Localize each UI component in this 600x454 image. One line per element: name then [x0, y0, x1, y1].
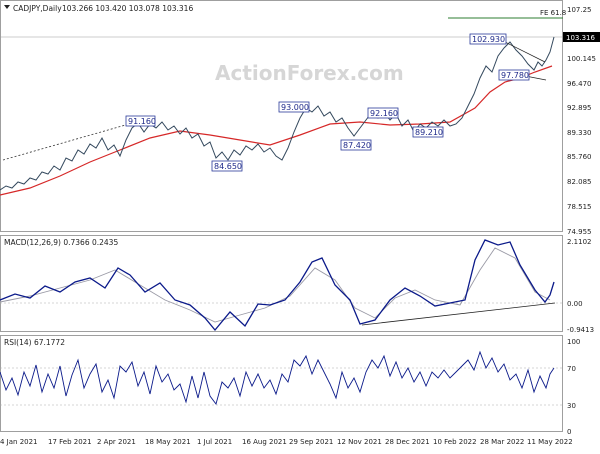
price-tick: 78.515	[567, 203, 592, 211]
x-tick: 28 Dec 2021	[385, 438, 430, 446]
rsi-tick: 70	[567, 365, 576, 373]
macd-title: MACD(12,26,9) 0.7366 0.2435	[4, 238, 118, 247]
x-tick: 17 Feb 2021	[48, 438, 92, 446]
x-axis: 4 Jan 2021 17 Feb 2021 2 Apr 2021 18 May…	[0, 438, 573, 446]
long-term-trendline	[2, 117, 151, 161]
x-tick: 29 Sep 2021	[289, 438, 333, 446]
ohlc-label: 103.266 103.420 103.078 103.316	[62, 4, 193, 13]
swing-high-label: 91.160	[128, 117, 156, 126]
label-box	[412, 126, 444, 138]
rsi-tick: 30	[567, 402, 576, 410]
price-tick: 92.895	[567, 104, 592, 112]
current-price-label: 103.316	[566, 34, 595, 42]
price-labels: 91.160 84.650 93.000 87.420 92.160 89.21…	[125, 33, 530, 172]
label-box	[125, 115, 156, 127]
x-tick: 12 Nov 2021	[337, 438, 382, 446]
price-tick: 85.760	[567, 153, 592, 161]
symbol-label: CADJPY,Daily	[13, 4, 62, 13]
price-tick: 107.25	[567, 6, 592, 14]
price-tick: 74.955	[567, 228, 592, 236]
swing-high-label: 92.160	[370, 109, 398, 118]
x-tick: 18 May 2021	[145, 438, 191, 446]
swing-low-label: 87.420	[343, 141, 371, 150]
swing-high-label: 93.000	[281, 103, 309, 112]
macd-tick: -0.9413	[567, 326, 594, 334]
label-box	[278, 101, 310, 113]
wedge-upper-line	[504, 41, 546, 63]
price-tick: 89.330	[567, 129, 592, 137]
label-box	[367, 107, 399, 119]
price-tick: 96.470	[567, 80, 592, 88]
price-tick: 82.085	[567, 178, 592, 186]
label-box	[469, 33, 507, 45]
price-series	[0, 36, 555, 191]
dropdown-triangle-icon[interactable]	[4, 5, 10, 9]
rsi-panel-frame	[0, 335, 563, 432]
rsi-line	[0, 350, 555, 406]
rsi-title: RSI(14) 67.1772	[4, 338, 65, 347]
price-panel-frame	[0, 0, 563, 232]
x-tick: 10 Feb 2022	[433, 438, 477, 446]
price-y-axis: 107.25 103.316 100.145 96.470 92.895 89.…	[563, 6, 600, 236]
rsi-tick: 0	[567, 428, 571, 436]
rsi-tick: 100	[567, 338, 580, 346]
swing-low-label: 89.210	[415, 128, 443, 137]
swing-low-label: 97.780	[501, 71, 529, 80]
macd-signal-line	[0, 247, 551, 323]
price-tick: 100.145	[567, 55, 596, 63]
x-tick: 1 Jul 2021	[197, 438, 232, 446]
label-box	[340, 139, 372, 151]
x-tick: 4 Jan 2021	[0, 438, 38, 446]
macd-panel-frame	[0, 235, 563, 332]
x-tick: 28 Mar 2022	[480, 438, 524, 446]
label-box	[498, 69, 530, 81]
macd-tick: 0.00	[567, 300, 583, 308]
ema-line	[0, 65, 553, 196]
macd-trendline	[361, 302, 556, 326]
current-price-box	[563, 32, 600, 42]
swing-high-label: 102.930	[472, 35, 505, 44]
macd-tick: 2.1102	[567, 238, 592, 246]
x-tick: 11 May 2022	[527, 438, 573, 446]
swing-low-label: 84.650	[214, 162, 242, 171]
x-tick: 16 Aug 2021	[242, 438, 287, 446]
x-tick: 2 Apr 2021	[97, 438, 136, 446]
macd-line	[0, 239, 555, 332]
watermark: ActionForex.com	[215, 61, 404, 85]
fib-extension-label: FE 61.8	[540, 9, 566, 17]
label-box	[211, 160, 243, 172]
